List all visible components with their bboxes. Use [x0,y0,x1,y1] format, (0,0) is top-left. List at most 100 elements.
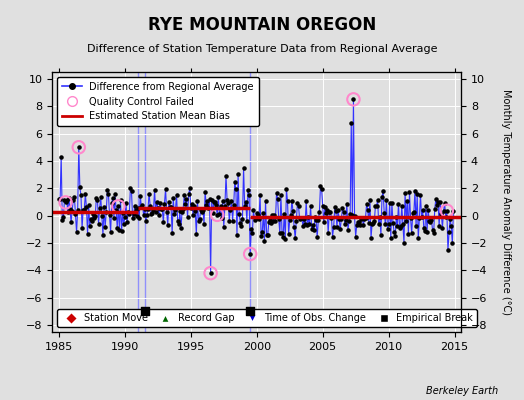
Point [292,218,300,224]
Point [213,212,222,218]
Point [350,96,358,102]
Point [63,209,72,215]
Point [399,221,407,227]
Point [448,240,456,246]
Point [104,191,113,197]
Point [324,230,332,236]
Point [329,233,337,240]
Point [192,231,201,238]
Point [342,216,350,223]
Point [246,308,254,315]
Point [432,196,440,202]
Point [146,203,155,209]
Point [359,222,367,228]
Point [254,212,262,218]
Point [268,212,276,218]
Point [275,216,283,222]
Point [347,120,355,126]
Point [267,220,275,226]
Point [71,210,80,217]
Point [190,203,198,210]
Point [340,209,348,215]
Point [242,199,250,206]
Point [378,194,386,200]
Point [389,220,397,226]
Point [277,192,285,199]
Point [77,192,85,198]
Point [114,203,123,210]
Point [174,221,183,228]
Point [296,216,304,222]
Point [81,191,90,197]
Point [95,205,104,211]
Point [203,197,212,204]
Point [442,214,450,220]
Point [140,308,149,315]
Point [236,219,245,226]
Point [80,206,89,213]
Point [344,227,352,233]
Point [428,226,436,233]
Point [143,212,151,218]
Point [416,192,424,198]
Point [177,225,185,231]
Point [321,204,329,211]
Point [447,223,455,230]
Point [243,218,251,224]
Point [68,208,77,214]
Point [420,224,428,231]
Point [314,217,322,224]
Point [351,213,359,220]
Point [339,205,347,212]
Point [138,201,147,208]
Point [170,211,179,217]
Point [185,185,194,192]
Point [119,221,128,227]
Point [305,221,314,228]
Point [290,224,298,230]
Point [84,202,93,208]
Point [288,198,296,204]
Point [137,204,146,210]
Point [427,217,435,224]
Point [72,229,81,236]
Point [125,211,134,217]
Point [228,217,237,224]
Point [91,213,100,219]
Point [352,233,360,240]
Point [221,203,229,209]
Point [443,208,451,214]
Point [365,220,373,226]
Point [115,227,124,233]
Point [370,218,378,224]
Point [358,215,366,221]
Point [148,210,157,216]
Point [367,235,375,241]
Point [127,188,136,195]
Point [404,231,412,238]
Point [157,206,166,212]
Point [191,208,200,214]
Point [431,206,439,212]
Point [430,230,438,236]
Point [152,198,161,205]
Point [196,207,205,213]
Point [225,218,234,224]
Point [278,230,286,236]
Point [285,231,293,237]
Point [252,215,260,221]
Point [171,207,180,213]
Point [286,216,294,223]
Point [394,200,402,207]
Point [206,270,215,276]
Point [263,232,271,238]
Point [244,187,252,193]
Point [147,211,156,218]
Point [156,200,164,206]
Point [182,196,191,202]
Point [94,221,103,227]
Point [200,220,208,227]
Point [82,204,91,211]
Point [155,212,163,218]
Point [386,200,394,206]
